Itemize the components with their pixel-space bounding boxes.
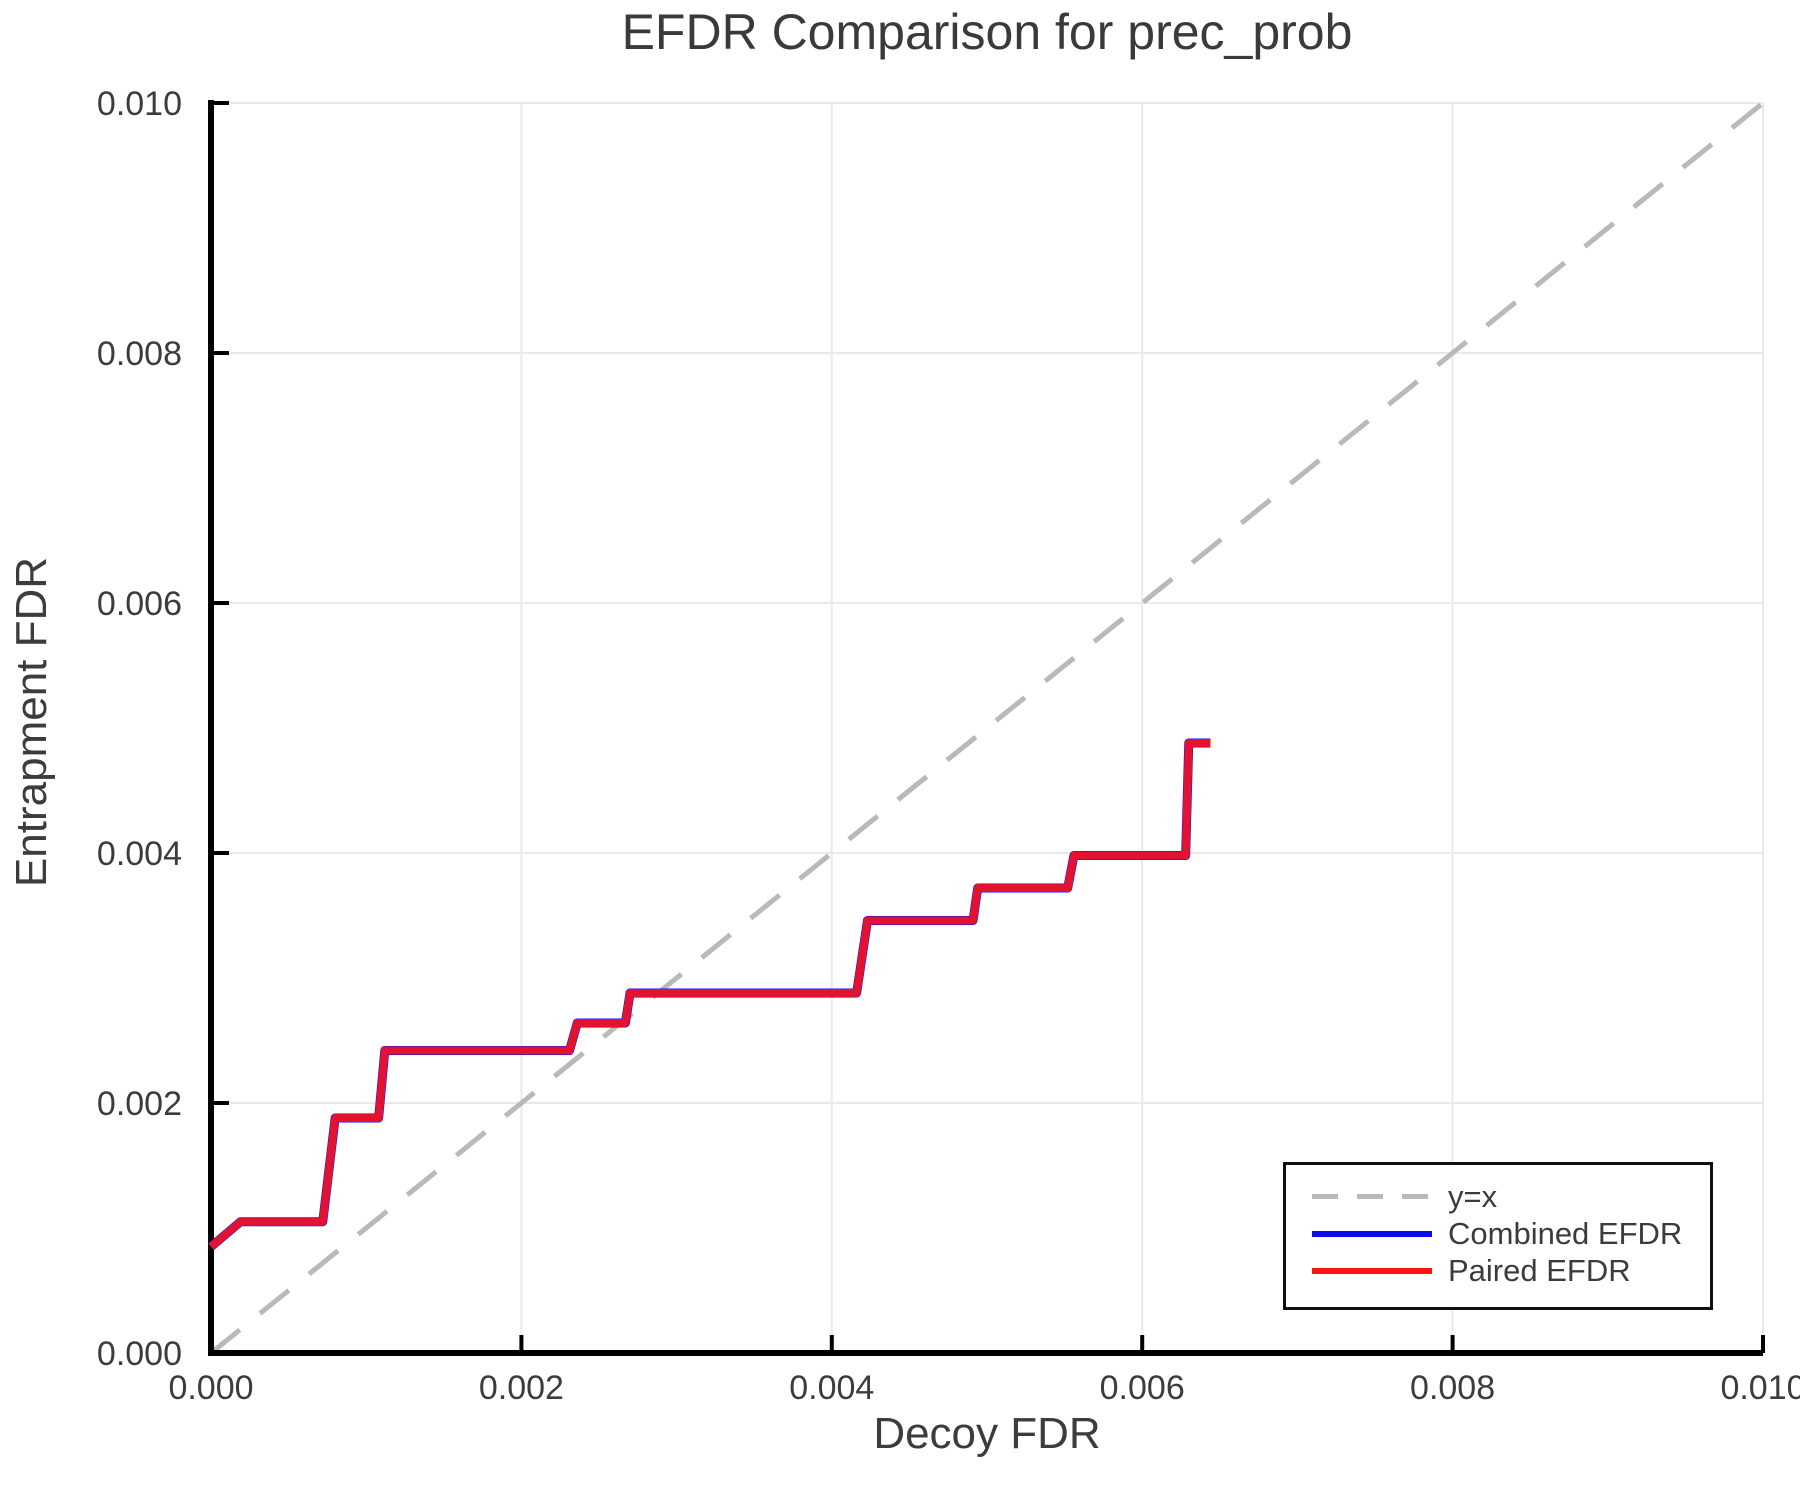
- legend-item-yx: y=x: [1286, 1178, 1710, 1215]
- x-tick-label: 0.006: [1100, 1369, 1185, 1407]
- y-axis-label: Entrapment FDR: [7, 556, 56, 888]
- legend-item-paired-efdr: Paired EFDR: [1286, 1252, 1710, 1289]
- legend-box: y=x Combined EFDR Paired EFDR: [1283, 1162, 1713, 1310]
- red-line-swatch-icon: [1312, 1267, 1432, 1274]
- blue-line-swatch-icon: [1312, 1230, 1432, 1237]
- x-tick-label: 0.010: [1720, 1369, 1800, 1407]
- y-tick-label: 0.006: [97, 585, 182, 623]
- reference-line-y-equals-x: [209, 101, 1765, 1355]
- x-tick-label: 0.000: [168, 1369, 253, 1407]
- legend-item-combined-efdr: Combined EFDR: [1286, 1215, 1710, 1252]
- legend-label: y=x: [1448, 1179, 1498, 1214]
- paired-efdr-line: [208, 739, 1211, 1250]
- legend-label: Combined EFDR: [1448, 1216, 1683, 1251]
- x-tick-label: 0.008: [1410, 1369, 1495, 1407]
- y-tick-label: 0.000: [97, 1335, 182, 1373]
- y-tick-label: 0.010: [97, 85, 182, 123]
- x-tick-label: 0.002: [479, 1369, 564, 1407]
- chart-title: EFDR Comparison for prec_prob: [621, 4, 1353, 60]
- y-tick-label: 0.004: [97, 835, 182, 873]
- dashed-line-swatch-icon: [1312, 1194, 1432, 1199]
- x-axis-label: Decoy FDR: [873, 1409, 1101, 1458]
- y-tick-label: 0.008: [97, 335, 182, 373]
- legend-label: Paired EFDR: [1448, 1253, 1631, 1288]
- x-tick-label: 0.004: [789, 1369, 874, 1407]
- y-tick-label: 0.002: [97, 1085, 182, 1123]
